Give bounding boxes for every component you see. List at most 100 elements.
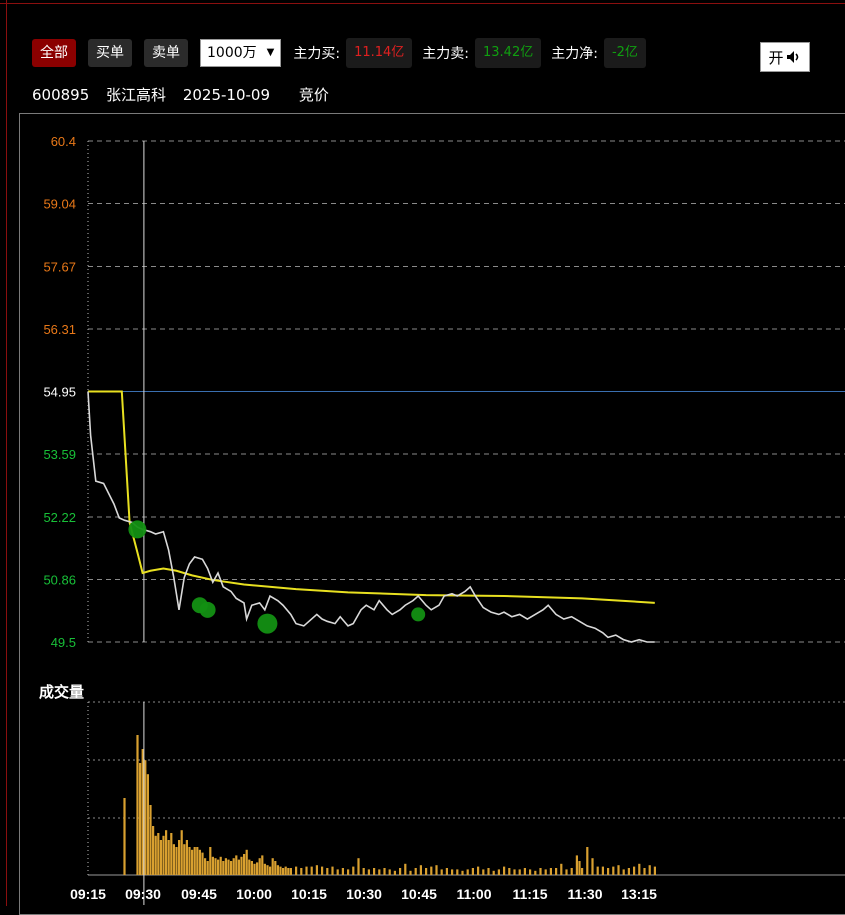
volume-bar xyxy=(633,866,636,875)
volume-bar xyxy=(170,833,173,875)
volume-bar xyxy=(256,862,259,875)
y-tick-label: 53.59 xyxy=(43,447,76,462)
volume-bar xyxy=(305,866,308,875)
frame-top-line xyxy=(0,3,845,4)
volume-bar xyxy=(141,749,144,875)
volume-bar xyxy=(191,849,194,875)
volume-bar xyxy=(157,833,160,875)
average-price-line xyxy=(88,390,655,604)
volume-bar xyxy=(471,868,474,875)
volume-bar xyxy=(136,735,139,875)
volume-bar xyxy=(253,863,256,875)
sound-toggle-label: 开 xyxy=(768,48,784,67)
volume-bar xyxy=(204,858,207,875)
volume-bar xyxy=(648,865,651,875)
big-sell-order-marker xyxy=(411,607,426,622)
volume-bar xyxy=(201,852,204,875)
x-tick-label: 10:15 xyxy=(291,886,327,902)
volume-bar xyxy=(575,855,578,875)
volume-bar xyxy=(352,866,355,875)
volume-bar xyxy=(409,870,412,875)
stock-name: 张江高科 xyxy=(106,86,167,104)
volume-bar xyxy=(560,863,563,875)
volume-bar xyxy=(508,868,511,875)
volume-bar xyxy=(347,869,350,875)
y-tick-label: 54.95 xyxy=(43,385,76,400)
volume-bar xyxy=(565,869,568,875)
amount-select-value: 1000万 xyxy=(207,45,257,61)
volume-bar xyxy=(638,863,641,875)
volume-bar xyxy=(643,868,646,875)
volume-bar xyxy=(245,849,248,875)
volume-bar xyxy=(357,858,360,875)
stock-code: 600895 xyxy=(32,86,90,104)
volume-bar xyxy=(214,858,217,875)
volume-bar xyxy=(466,869,469,875)
amount-select[interactable]: 1000万 ▼ xyxy=(200,39,282,67)
volume-bar xyxy=(183,844,186,875)
volume-bar xyxy=(529,869,532,875)
volume-bar xyxy=(139,763,142,875)
volume-bar xyxy=(178,840,181,875)
volume-bar xyxy=(172,844,175,875)
volume-bar xyxy=(266,865,269,875)
main-sell-label: 主力卖: xyxy=(422,46,469,62)
volume-bar xyxy=(185,840,188,875)
volume-bar xyxy=(165,830,168,875)
volume-bar xyxy=(425,868,428,875)
stock-info: 600895 张江高科 2025-10-09 竞价 xyxy=(32,84,341,105)
x-tick-label: 11:00 xyxy=(456,886,491,902)
volume-bar xyxy=(289,868,292,875)
volume-bar xyxy=(544,869,547,875)
volume-bar xyxy=(617,865,620,875)
volume-bar xyxy=(258,858,261,875)
volume-bar xyxy=(461,870,464,875)
y-tick-label: 56.31 xyxy=(43,322,76,337)
volume-bar xyxy=(497,869,500,875)
volume-bar xyxy=(232,858,235,875)
volume-bar xyxy=(144,760,147,875)
volume-bar xyxy=(235,855,238,875)
volume-bar xyxy=(310,866,313,875)
main-net-label: 主力净: xyxy=(551,46,598,62)
volume-bar xyxy=(596,866,599,875)
filter-all-button[interactable]: 全部 xyxy=(32,39,76,67)
volume-bar xyxy=(240,856,243,875)
filter-sell-button[interactable]: 卖单 xyxy=(144,39,188,67)
volume-bar xyxy=(250,861,253,875)
volume-bar xyxy=(211,856,214,875)
x-tick-label: 13:15 xyxy=(621,886,657,902)
volume-bar xyxy=(456,869,459,875)
volume-title: 成交量 xyxy=(39,683,84,701)
volume-bar xyxy=(295,866,298,875)
volume-bar xyxy=(482,869,485,875)
speaker-icon xyxy=(786,51,798,63)
volume-bar xyxy=(175,847,178,875)
volume-bar xyxy=(230,861,233,875)
filter-buy-button[interactable]: 买单 xyxy=(88,39,132,67)
volume-bar xyxy=(627,868,630,875)
volume-bar xyxy=(146,774,149,875)
y-tick-label: 57.67 xyxy=(43,259,76,274)
volume-bar xyxy=(271,858,274,875)
volume-bar xyxy=(451,869,454,875)
volume-bar xyxy=(607,868,610,875)
y-tick-label: 60.4 xyxy=(51,134,76,149)
volume-bar xyxy=(581,868,584,875)
volume-bar xyxy=(263,863,266,875)
sound-toggle-button[interactable]: 开 xyxy=(760,42,810,72)
volume-bar xyxy=(188,847,191,875)
volume-bar xyxy=(217,859,220,875)
toolbar: 全部 买单 卖单 1000万 ▼ 主力买: 11.14亿 主力卖: 13.42亿… xyxy=(32,38,656,68)
volume-bar xyxy=(518,869,521,875)
volume-bar xyxy=(152,826,155,875)
volume-bar xyxy=(269,866,272,875)
volume-bar xyxy=(477,866,480,875)
volume-bar xyxy=(284,866,287,875)
volume-bar xyxy=(430,866,433,875)
volume-bar xyxy=(321,866,324,875)
big-sell-order-marker xyxy=(257,613,278,634)
volume-bar xyxy=(243,854,246,875)
x-tick-label: 09:30 xyxy=(125,886,161,902)
